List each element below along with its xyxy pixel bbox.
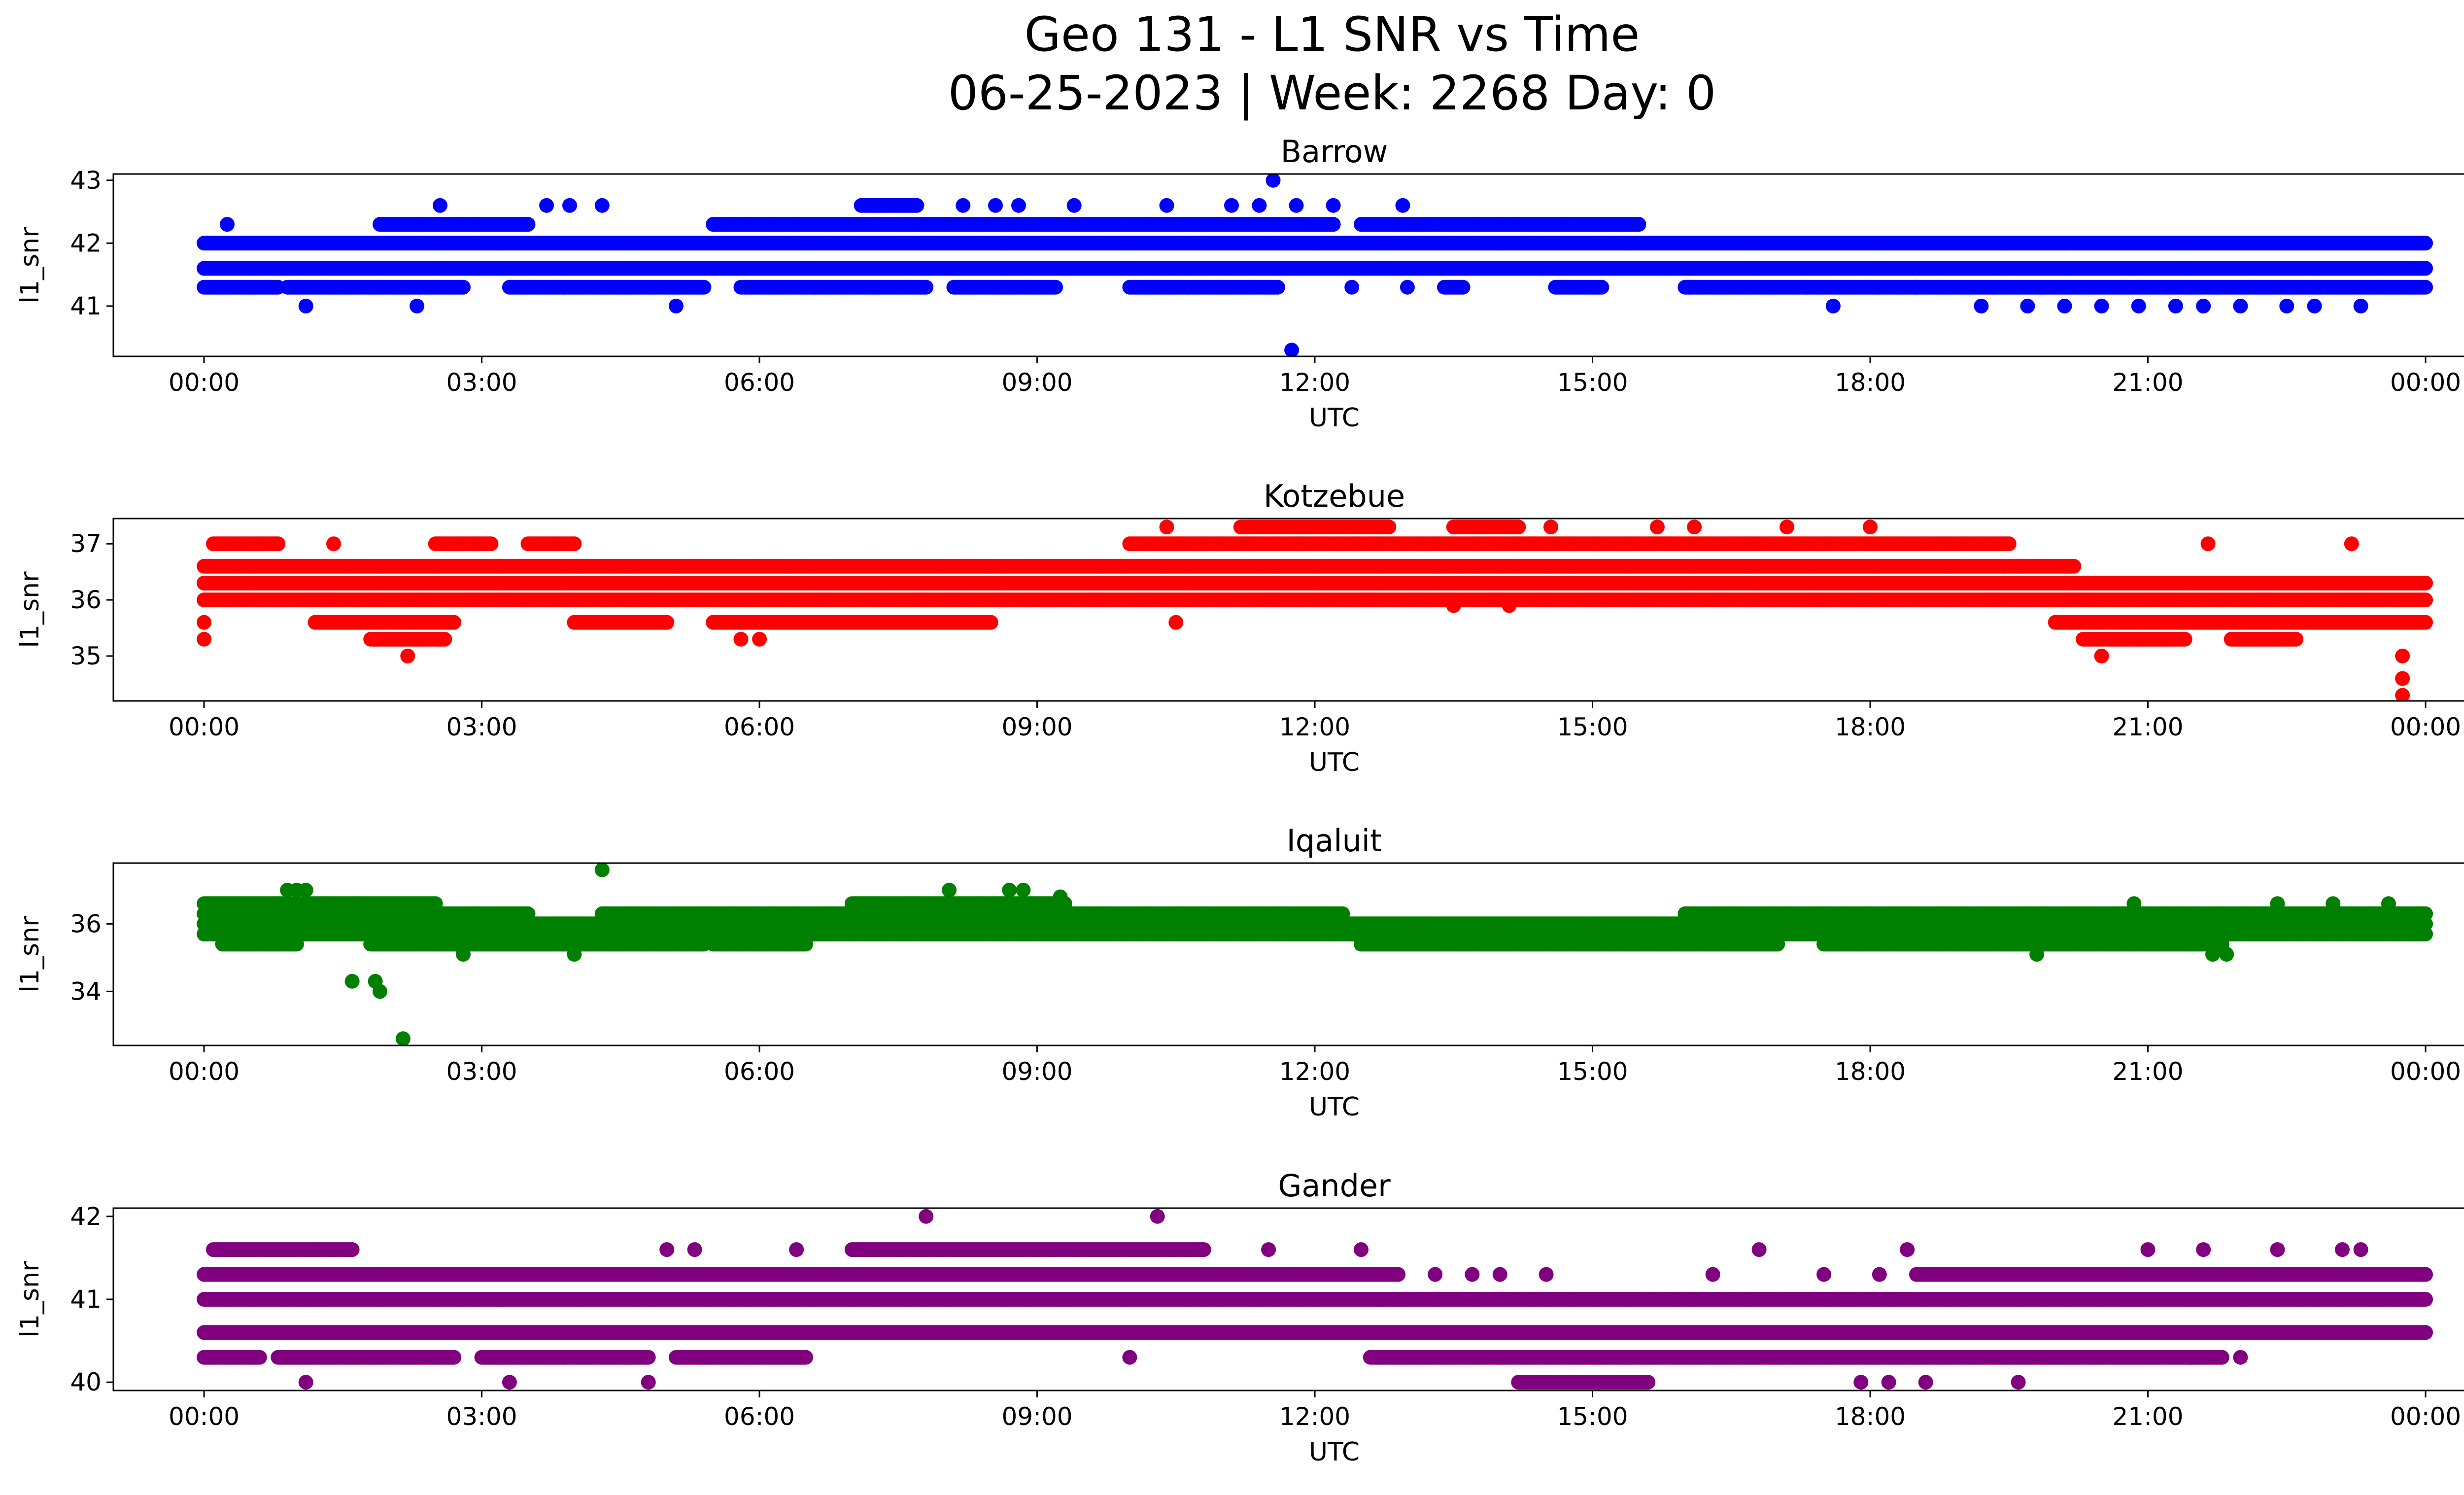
data-point <box>2418 279 2433 295</box>
data-point <box>1266 174 1281 188</box>
data-point <box>669 298 684 313</box>
data-point <box>2307 298 2322 313</box>
data-point <box>1825 298 1841 313</box>
data-point <box>1011 198 1026 213</box>
data-point <box>433 198 447 213</box>
data-point <box>1159 198 1174 213</box>
data-point <box>1909 279 1924 295</box>
x-tick-label: 00:00 <box>169 368 240 397</box>
scatter-points <box>197 174 2433 356</box>
data-point <box>298 298 313 313</box>
x-tick-label: 21:00 <box>2112 368 2183 397</box>
y-axis-label: l1_snr <box>15 227 45 304</box>
x-tick-label: 15:00 <box>1557 368 1628 397</box>
figure-title-line1: Geo 131 - L1 SNR vs Time <box>1025 7 1640 62</box>
data-point <box>2279 298 2294 313</box>
data-point <box>1066 198 1082 213</box>
x-tick-label: 09:00 <box>1002 368 1073 397</box>
data-point <box>1270 279 1285 295</box>
data-point <box>2418 261 2433 276</box>
y-tick-label: 41 <box>70 292 102 320</box>
figure-title-line2: 06-25-2023 | Week: 2268 Day: 0 <box>948 66 1716 121</box>
data-point <box>988 198 1003 213</box>
scatter-points <box>197 520 2433 701</box>
data-point <box>539 198 554 213</box>
data-point <box>2200 236 2216 251</box>
x-tick-label: 18:00 <box>1835 368 1906 397</box>
data-point <box>594 198 610 213</box>
subplot-title: Kotzebue <box>1264 478 1405 514</box>
data-point <box>1224 198 1239 213</box>
data-point <box>909 198 924 213</box>
data-point <box>2094 298 2109 313</box>
data-point <box>2233 298 2248 313</box>
y-tick-label: 42 <box>70 229 102 257</box>
data-point <box>2418 236 2433 251</box>
data-point <box>2020 298 2035 313</box>
subplot-barrow: Barrow 00:00 03:00 06:00 09:00 12:00 15:00 18:0… <box>15 134 2464 433</box>
data-point <box>1289 198 1304 213</box>
data-point <box>1252 198 1267 213</box>
data-point <box>520 217 536 232</box>
x-tick-label: 00:00 <box>2390 368 2461 397</box>
y-tick-label: 43 <box>70 166 102 195</box>
data-point <box>1798 279 1813 295</box>
data-point <box>2131 298 2146 313</box>
data-point <box>1631 217 1646 232</box>
data-point <box>410 298 425 313</box>
data-point <box>1344 279 1360 295</box>
x-axis-label: UTC <box>1309 403 1360 433</box>
axes-frame <box>112 173 2464 357</box>
data-point <box>956 198 971 213</box>
x-tick-label: 06:00 <box>724 368 795 397</box>
data-point <box>562 198 577 213</box>
data-point <box>456 279 471 295</box>
data-point <box>1400 279 1415 295</box>
subplot-title: Barrow <box>1281 134 1388 170</box>
data-point <box>1284 343 1300 356</box>
subplots: Barrow 00:00 03:00 06:00 09:00 12:00 15:00 18:0… <box>15 134 2464 1467</box>
data-point <box>1594 279 1609 295</box>
data-point <box>696 279 712 295</box>
data-point <box>1048 279 1063 295</box>
data-point <box>1326 198 1341 213</box>
data-point <box>2057 298 2072 313</box>
data-point <box>1326 217 1341 232</box>
data-point <box>1395 198 1410 213</box>
x-tick-label: 12:00 <box>1279 368 1350 397</box>
data-point <box>1974 298 1989 313</box>
data-point <box>1150 279 1165 295</box>
data-point <box>1455 279 1471 295</box>
data-point <box>919 279 934 295</box>
x-tick-label: 03:00 <box>446 368 517 397</box>
data-point <box>2196 298 2211 313</box>
data-point <box>2168 298 2183 313</box>
data-point <box>2353 298 2368 313</box>
data-point <box>220 217 235 232</box>
